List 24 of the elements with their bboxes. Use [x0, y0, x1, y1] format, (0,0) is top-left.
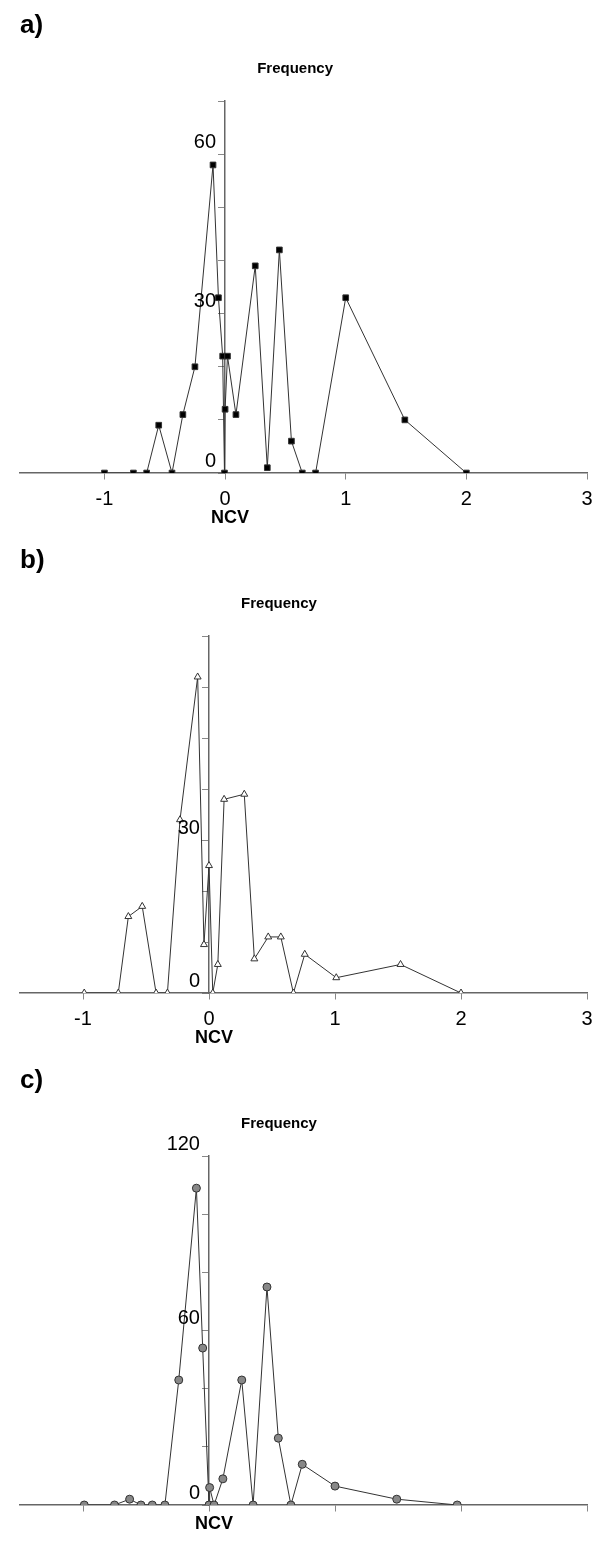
chart-title: c) [20, 1063, 44, 1094]
y-axis-title: Frequency [257, 58, 334, 76]
x-tick-label: 2 [460, 486, 472, 509]
x-axis-title: NCV [211, 506, 250, 527]
x-tick-label: 3 [581, 1006, 593, 1029]
y-tick-label: 0 [188, 1480, 200, 1503]
x-tick-label: 0 [219, 486, 231, 509]
y-tick-label: 60 [177, 1306, 200, 1329]
chart-title: b) [20, 543, 45, 574]
x-tick-label: 1 [340, 486, 352, 509]
y-tick-label: 0 [188, 968, 200, 991]
y-tick-label: 0 [204, 448, 217, 471]
x-tick-label: -1 [95, 486, 114, 509]
x-tick-label: -1 [74, 1006, 92, 1029]
x-axis-title: NCV [194, 1512, 234, 1533]
chart-title: a) [20, 8, 44, 39]
y-tick-label: 120 [166, 1131, 200, 1154]
y-tick-label: 60 [193, 129, 217, 152]
x-axis-title: NCV [194, 1026, 234, 1047]
x-tick-label: 3 [581, 486, 593, 509]
y-axis-title: Frequency [241, 1113, 318, 1131]
x-tick-label: 1 [329, 1006, 341, 1029]
x-tick-label: 2 [455, 1006, 467, 1029]
y-axis-title: Frequency [241, 593, 318, 611]
